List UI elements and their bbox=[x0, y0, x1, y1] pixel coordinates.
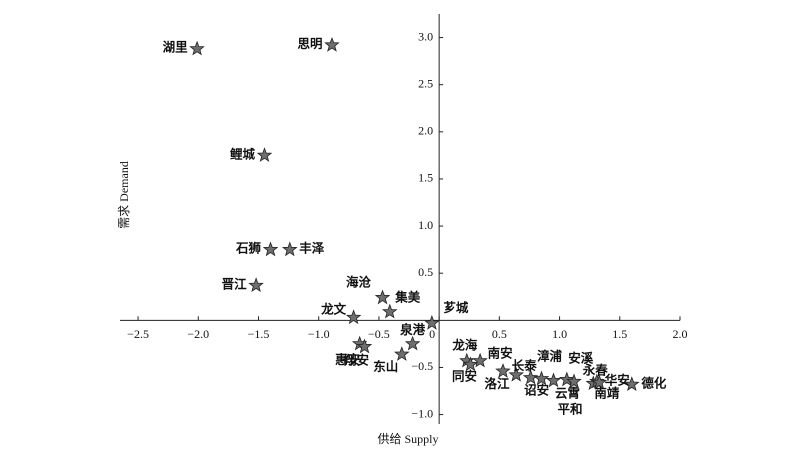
star-point bbox=[281, 241, 298, 257]
point-label: 长泰 bbox=[512, 358, 538, 373]
point-label: 芗城 bbox=[443, 300, 469, 315]
y-tick-label: 0.5 bbox=[418, 265, 433, 279]
star-point bbox=[545, 372, 562, 388]
star-point bbox=[508, 366, 524, 382]
point-label: 洛江 bbox=[484, 376, 510, 391]
x-tick-label: 2.0 bbox=[673, 327, 688, 341]
star-point bbox=[345, 309, 362, 325]
point-label: 龙海 bbox=[451, 338, 478, 353]
point-label: 华安 bbox=[605, 372, 630, 387]
y-tick-label: 2.5 bbox=[418, 76, 433, 90]
point-label: 同安 bbox=[452, 368, 477, 383]
star-point bbox=[262, 241, 279, 257]
x-tick-label: −0.5 bbox=[368, 327, 390, 341]
point-label: 南安 bbox=[488, 346, 513, 361]
point-label: 湖里 bbox=[163, 40, 189, 55]
x-tick-label: 0.5 bbox=[492, 327, 507, 341]
star-point bbox=[248, 277, 264, 293]
point-label: 鲤城 bbox=[229, 146, 256, 161]
star-point bbox=[472, 352, 488, 368]
star-point bbox=[374, 289, 391, 305]
star-point bbox=[189, 40, 205, 56]
y-tick-label: −1.0 bbox=[411, 406, 433, 420]
x-tick-label: −1.0 bbox=[308, 327, 330, 341]
star-point bbox=[624, 376, 640, 392]
y-tick-label: 1.0 bbox=[418, 218, 433, 232]
star-point bbox=[462, 356, 479, 372]
point-label: 集美 bbox=[394, 290, 421, 305]
star-point bbox=[495, 363, 511, 378]
point-label: 晋江 bbox=[222, 276, 248, 291]
point-label: 思明 bbox=[297, 37, 322, 51]
star-point bbox=[424, 314, 440, 330]
point-label: 泉港 bbox=[399, 322, 426, 337]
star-point bbox=[356, 338, 373, 354]
point-label: 云霄 bbox=[555, 387, 580, 401]
y-axis-label: 需求 Demand bbox=[117, 161, 131, 229]
point-label: 东山 bbox=[373, 359, 398, 374]
point-label: 海沧 bbox=[346, 275, 372, 290]
y-tick-label: 3.0 bbox=[418, 29, 433, 43]
y-tick-label: 2.0 bbox=[418, 124, 433, 138]
point-label: 诏安 bbox=[524, 383, 549, 398]
point-label: 惠安 bbox=[335, 352, 360, 367]
point-label: 南靖 bbox=[594, 385, 620, 400]
x-axis-label: 供给 Supply bbox=[377, 432, 438, 446]
star-point bbox=[256, 147, 273, 162]
point-label: 德化 bbox=[641, 375, 667, 390]
point-label: 安溪 bbox=[568, 351, 594, 366]
y-tick-label: −0.5 bbox=[411, 359, 433, 373]
x-tick-label: −2.5 bbox=[127, 327, 149, 341]
x-tick-label: 0 bbox=[429, 327, 435, 341]
x-tick-label: −2.0 bbox=[187, 327, 209, 341]
star-point bbox=[566, 373, 582, 389]
star-point bbox=[394, 346, 410, 361]
star-point bbox=[404, 335, 421, 351]
point-label: 漳浦 bbox=[537, 349, 563, 364]
point-label: 石狮 bbox=[235, 241, 262, 256]
star-point bbox=[522, 369, 539, 385]
y-tick-label: 1.5 bbox=[418, 171, 433, 185]
point-label: 龙文 bbox=[320, 301, 347, 316]
star-point bbox=[533, 370, 550, 386]
star-point bbox=[381, 303, 398, 319]
point-label: 丰泽 bbox=[299, 241, 325, 256]
star-point bbox=[324, 36, 340, 52]
star-point bbox=[591, 374, 608, 390]
x-tick-label: 1.0 bbox=[552, 327, 567, 341]
x-tick-label: −1.5 bbox=[248, 327, 270, 341]
point-label: 永春 bbox=[582, 362, 609, 377]
point-label: 翔安 bbox=[343, 353, 369, 368]
x-tick-label: 1.5 bbox=[612, 327, 627, 341]
point-label: 平和 bbox=[558, 401, 583, 416]
